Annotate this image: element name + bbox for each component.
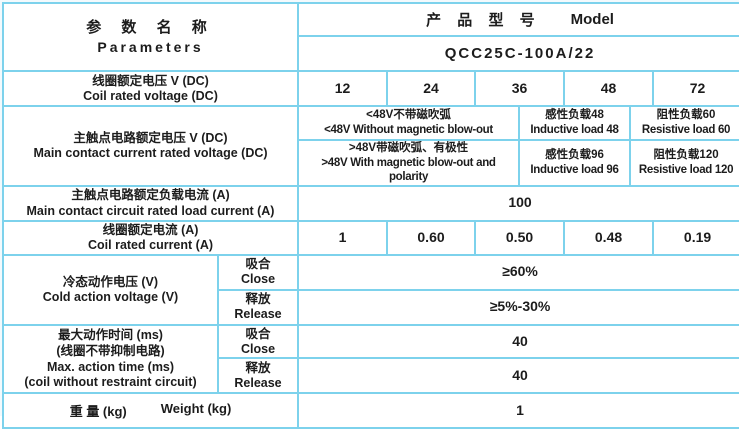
parameters-title-zh: 参 数 名 称	[86, 19, 215, 37]
coil-voltage-value-24: 24	[386, 70, 477, 107]
parameters-title-en: Parameters	[97, 38, 204, 55]
cold-action-release-label-cell: 释放 Release	[216, 288, 300, 326]
max-time-label-zh2: (线圈不带抑制电路)	[56, 344, 165, 359]
parameters-header-cell: 参 数 名 称 Parameters	[1, 2, 300, 72]
max-time-label-cell: 最大动作时间 (ms) (线圈不带抑制电路) Max. action time …	[2, 323, 219, 395]
cold-action-label-cell: 冷态动作电压 (V) Cold action voltage (V)	[2, 253, 219, 326]
weight-label-cell: 重 量 (kg) Weight (kg)	[1, 392, 300, 429]
cold-action-label-en: Cold action voltage (V)	[42, 289, 179, 304]
coil-current-value-2: 0.60	[386, 219, 477, 256]
coil-voltage-value-48: 48	[563, 70, 655, 107]
coil-current-value-4: 0.48	[563, 219, 655, 256]
load-current-label-cell: 主触点电路额定负载电流 (A) Main contact circuit rat…	[1, 184, 300, 222]
coil-current-label-zh: 线圈额定电流 (A)	[102, 222, 199, 237]
weight-label-zh: 重 量 (kg)	[69, 403, 127, 419]
contact-voltage-label-en: Main contact current rated voltage (DC)	[33, 146, 268, 161]
weight-label-en: Weight (kg)	[160, 400, 232, 416]
load-current-label-en: Main contact circuit rated load current …	[26, 203, 275, 218]
coil-voltage-value-36: 36	[474, 70, 566, 107]
max-time-close-value-cell: 40	[297, 323, 739, 360]
contact-voltage-condition-lt48: <48V不带磁吹弧 <48V Without magnetic blow-out	[297, 105, 521, 141]
contact-voltage-label-zh: 主触点电路额定电压 V (DC)	[73, 130, 228, 145]
max-time-label-en1: Max. action time (ms)	[46, 359, 175, 374]
load-current-value-cell: 100	[297, 184, 739, 222]
coil-voltage-value-12: 12	[297, 70, 389, 107]
cold-action-close-value-cell: ≥60%	[297, 253, 739, 291]
model-number-cell: QCC25C-100A/22	[297, 35, 739, 72]
max-time-release-value-cell: 40	[297, 357, 739, 395]
contact-voltage-resistive-60: 阻性负载60 Resistive load 60	[629, 105, 739, 141]
model-number: QCC25C-100A/22	[444, 44, 596, 62]
contact-voltage-inductive-96: 感性负载96 Inductive load 96	[518, 139, 632, 187]
coil-current-value-5: 0.19	[652, 219, 739, 256]
coil-current-value-1: 1	[297, 219, 389, 256]
cold-action-label-zh: 冷态动作电压 (V)	[62, 274, 159, 289]
coil-voltage-label-cell: 线圈额定电压 V (DC) Coil rated voltage (DC)	[1, 70, 300, 107]
model-title-en: Model	[570, 11, 614, 28]
contact-voltage-resistive-120: 阻性负载120 Resistive load 120	[629, 139, 739, 187]
cold-action-close-label-cell: 吸合 Close	[216, 253, 300, 291]
contact-voltage-inductive-48: 感性负载48 Inductive load 48	[518, 105, 632, 141]
model-title-zh: 产 品 型 号	[426, 12, 541, 29]
max-time-release-label-cell: 释放 Release	[216, 357, 300, 395]
contact-voltage-label-cell: 主触点电路额定电压 V (DC) Main contact current ra…	[1, 105, 300, 187]
load-current-label-zh: 主触点电路额定负载电流 (A)	[71, 188, 230, 203]
coil-current-label-en: Coil rated current (A)	[88, 237, 214, 252]
model-header-cell: 产 品 型 号 Model	[297, 2, 739, 37]
weight-value-cell: 1	[297, 392, 739, 429]
cold-action-release-value-cell: ≥5%-30%	[297, 288, 739, 326]
coil-voltage-label-en: Coil rated voltage (DC)	[83, 88, 218, 103]
coil-voltage-label-zh: 线圈额定电压 V (DC)	[92, 73, 209, 88]
max-time-close-label-cell: 吸合 Close	[216, 323, 300, 360]
coil-current-label-cell: 线圈额定电流 (A) Coil rated current (A)	[1, 219, 300, 256]
max-time-label-zh1: 最大动作时间 (ms)	[58, 328, 163, 343]
contact-voltage-condition-gt48: >48V带磁吹弧、有极性 >48V With magnetic blow-out…	[297, 139, 521, 187]
coil-voltage-value-72: 72	[652, 70, 739, 107]
max-time-label-en2: (coil without restraint circuit)	[24, 375, 197, 390]
coil-current-value-3: 0.50	[474, 219, 566, 256]
